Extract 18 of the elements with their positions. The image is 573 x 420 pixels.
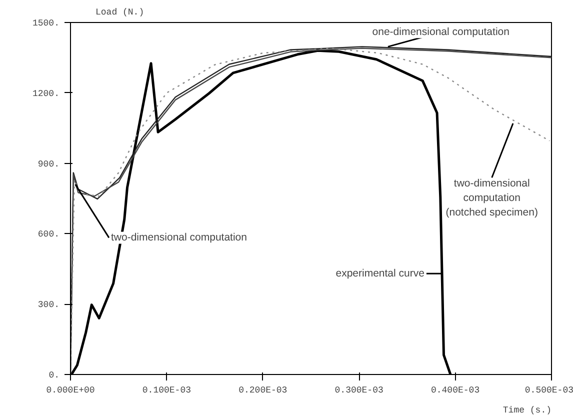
- annotation: two-dimensional computation (notched specimen): [446, 178, 538, 218]
- x-tick-label: 0.300E-03: [334, 386, 384, 396]
- y-tick-label: 0.: [48, 370, 60, 380]
- x-tick-label: 0.100E-03: [142, 386, 192, 396]
- x-tick-label: 0.000E+00: [46, 386, 95, 396]
- annotation: two-dimensional computation: [110, 232, 248, 244]
- x-tick-label: 0.400E-03: [430, 386, 480, 396]
- y-tick-label: 300.: [38, 300, 60, 310]
- y-tick-label: 1500.: [32, 18, 60, 28]
- y-tick-label: 1200.: [32, 88, 60, 99]
- x-axis-title: Time (s.): [502, 406, 552, 416]
- y-axis-title: Load (N.): [96, 8, 144, 18]
- y-tick-label: 900.: [38, 159, 60, 170]
- annotation: one-dimensional computation: [372, 26, 510, 38]
- x-tick-label: 0.500E-03: [524, 386, 573, 396]
- annotation: experimental curve: [336, 268, 425, 280]
- x-tick-label: 0.200E-03: [238, 386, 288, 396]
- y-tick-label: 600.: [38, 230, 60, 240]
